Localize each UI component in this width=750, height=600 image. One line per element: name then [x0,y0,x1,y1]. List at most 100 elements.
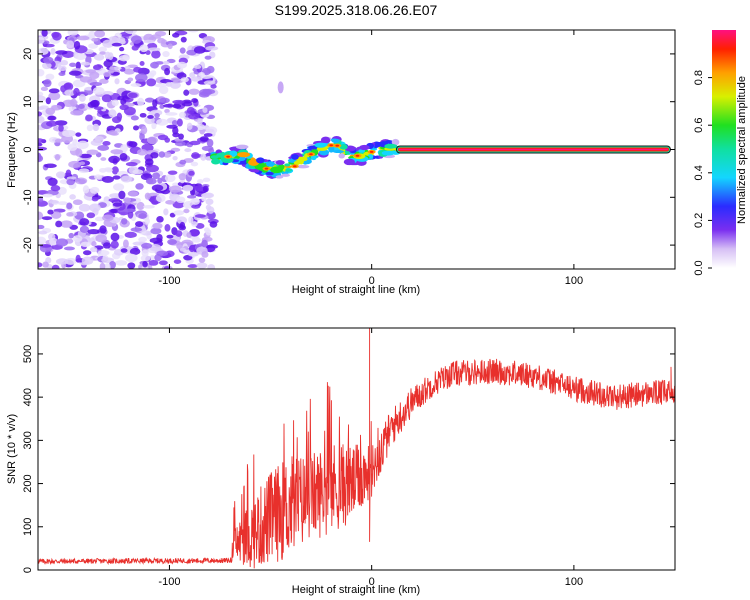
noise-cell [210,84,217,89]
noise-cell [144,192,151,200]
tone-peak [398,148,668,151]
snr-x-axis: -100 0 100 [158,328,583,588]
noise-cell [77,103,85,109]
noise-cell [104,51,111,60]
noise-cell [175,230,183,237]
noise-cell [163,151,172,158]
ridge-core [329,144,334,147]
x-tick-label: 100 [565,275,583,287]
noise-cell [41,30,48,37]
noise-cell [196,179,204,184]
noise-cell [91,196,99,202]
noise-cell [38,211,44,220]
noise-cell [183,89,190,96]
noise-cell [98,46,107,53]
noise-cell [110,208,118,214]
noise-cell [141,242,153,249]
ridge-cell [256,157,265,164]
noise-cell [122,239,129,248]
spectrogram-tone-band [395,145,671,154]
noise-cell [148,47,161,52]
ridge-core [293,165,297,168]
noise-cell [156,215,164,223]
spectrogram-x-axis: -100 0 100 [158,30,583,287]
ridge-cell [281,173,291,177]
noise-cell [94,30,106,38]
colorbar-tick-label: 0.0 [693,260,705,275]
noise-cell [188,216,194,224]
y-tick-label: 0 [22,567,34,573]
noise-cell [57,201,69,206]
noise-cell [85,114,93,122]
ridge-core [335,144,340,147]
noise-cell [111,99,119,107]
ridge-cell [237,152,251,158]
noise-cell [49,237,58,246]
snr-frame [37,327,676,571]
noise-cell [50,211,62,219]
noise-cell [50,185,61,192]
noise-cell [108,155,120,164]
noise-cell [150,152,159,159]
noise-cell [58,124,64,132]
noise-cell [92,64,102,70]
noise-cell [64,89,76,96]
noise-cell [179,47,186,54]
noise-cell [202,107,208,113]
noise-cell [74,177,88,185]
noise-cell [158,260,168,266]
noise-cell [65,169,72,177]
noise-cell [109,65,115,74]
noise-cell [119,153,128,161]
noise-cell [123,197,131,203]
noise-cell [47,115,57,121]
noise-cell [60,59,69,66]
noise-cell [187,30,200,33]
noise-cell [186,106,195,115]
noise-cell [78,203,91,212]
noise-cell [127,262,136,269]
noise-cell [38,262,43,268]
noise-cell [194,185,204,192]
noise-cell [196,262,208,269]
noise-cell [82,250,92,256]
noise-cell [38,106,45,111]
ridge-core [309,153,313,156]
noise-cell [139,44,149,53]
y-tick-label: 0 [22,146,34,152]
noise-cell [156,233,163,242]
noise-cell [94,136,104,142]
noise-cell [123,68,135,75]
noise-cell [48,88,60,94]
noise-cell [197,118,203,125]
noise-cell [64,257,77,265]
x-tick-label: 0 [369,275,375,287]
noise-cell [124,231,137,238]
noise-cell [129,247,141,255]
noise-cell [154,83,167,88]
noise-cell [77,140,89,150]
noise-cell [183,208,190,214]
noise-cell [80,61,91,66]
noise-cell [172,32,180,38]
noise-cell [66,178,75,186]
noise-cell [91,99,100,107]
ridge-cell [291,154,299,160]
noise-cell [82,185,90,194]
noise-cell [94,106,104,111]
noise-cell [103,59,113,68]
noise-cell [176,118,183,127]
noise-cell [101,94,113,103]
ridge-cell [310,154,317,161]
noise-cell [176,196,186,204]
noise-cell [102,214,114,222]
noise-cell [147,114,154,119]
noise-cell [80,241,91,247]
x-tick-label: -100 [158,275,180,287]
noise-cell [101,175,114,183]
noise-cell [45,73,55,81]
noise-cell [201,145,214,151]
noise-cell [173,259,182,264]
noise-cell [78,168,90,174]
noise-cell [179,221,186,230]
